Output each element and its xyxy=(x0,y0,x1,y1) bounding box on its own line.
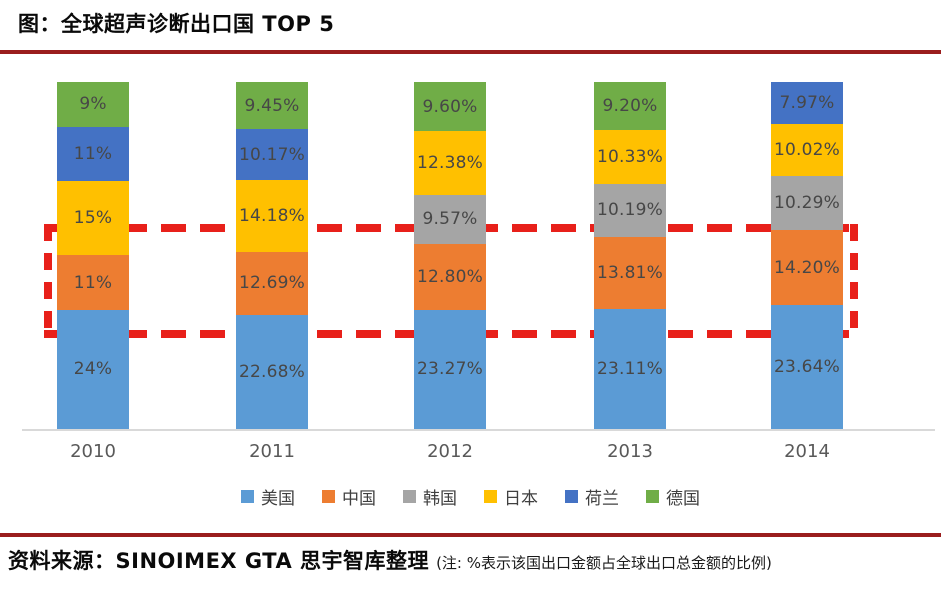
source-line: 资料来源：SINOIMEX GTA 思宇智库整理 (注: %表示该国出口金额占全… xyxy=(8,545,772,575)
bar-2010: 9% 11% 15% 11% 24% xyxy=(57,82,129,429)
segment-value-label: 7.97% xyxy=(779,92,835,113)
bar-segment-2013-美国: 23.11% xyxy=(594,308,666,429)
segment-value-label: 12.38% xyxy=(416,153,484,173)
legend-label: 美国 xyxy=(261,489,295,509)
bar-segment-2011-美国: 22.68% xyxy=(236,315,308,429)
bar-segment-2010-中国: 11% xyxy=(57,255,129,310)
segment-value-label: 22.68% xyxy=(238,362,306,383)
segment-value-label: 11% xyxy=(73,143,113,164)
legend-swatch-icon xyxy=(322,490,335,503)
segment-value-label: 9.45% xyxy=(244,95,300,116)
legend-label: 中国 xyxy=(342,489,376,509)
legend-item-韩国: 韩国 xyxy=(403,484,457,509)
bar-segment-2013-日本: 10.33% xyxy=(594,129,666,184)
source-text: 资料来源：SINOIMEX GTA 思宇智库整理 xyxy=(8,549,430,573)
bar-segment-2010-德国: 9% xyxy=(57,82,129,127)
bar-segment-2014-韩国: 10.29% xyxy=(771,176,843,231)
bar-segment-2010-日本: 15% xyxy=(57,181,129,256)
bar-segment-2014-中国: 14.20% xyxy=(771,230,843,305)
legend-swatch-icon xyxy=(646,490,659,503)
legend-item-德国: 德国 xyxy=(646,484,700,509)
x-axis-label-2012: 2012 xyxy=(427,441,473,462)
legend-item-日本: 日本 xyxy=(484,484,538,509)
legend-label: 荷兰 xyxy=(585,489,619,509)
bar-segment-2014-荷兰: 7.97% xyxy=(771,82,843,124)
bar-segment-2010-美国: 24% xyxy=(57,309,129,429)
segment-value-label: 12.69% xyxy=(238,273,306,294)
legend-item-美国: 美国 xyxy=(241,484,295,509)
bar-segment-2012-韩国: 9.57% xyxy=(414,194,486,244)
segment-value-label: 13.81% xyxy=(596,262,664,283)
bar-segment-2011-日本: 14.18% xyxy=(236,180,308,252)
bar-segment-2010-荷兰: 11% xyxy=(57,126,129,182)
chart-legend: 美国 中国 韩国 日本 荷兰 德国 xyxy=(0,484,941,509)
bar-segment-2014-美国: 23.64% xyxy=(771,304,843,429)
bar-segment-2013-韩国: 10.19% xyxy=(594,183,666,237)
dashed-box-left-edge xyxy=(44,224,52,338)
segment-value-label: 23.27% xyxy=(416,359,484,380)
segment-value-label: 9.57% xyxy=(422,209,478,230)
legend-label: 日本 xyxy=(504,489,538,509)
segment-value-label: 11% xyxy=(73,272,113,293)
x-axis-label-2011: 2011 xyxy=(249,441,295,462)
legend-swatch-icon xyxy=(241,490,254,503)
x-axis-line xyxy=(22,429,935,431)
segment-value-label: 14.20% xyxy=(773,257,841,278)
title-divider-line xyxy=(0,50,941,54)
segment-value-label: 10.19% xyxy=(596,200,664,221)
bar-segment-2012-中国: 12.80% xyxy=(414,243,486,310)
legend-swatch-icon xyxy=(484,490,497,503)
bar-segment-2012-日本: 12.38% xyxy=(414,131,486,195)
bar-segment-2013-中国: 13.81% xyxy=(594,236,666,309)
figure-title: 图：全球超声诊断出口国 TOP 5 xyxy=(18,12,335,36)
footer-divider-line xyxy=(0,533,941,537)
bar-2011: 9.45% 10.17% 14.18% 12.69% 22.68% xyxy=(236,82,308,429)
bar-segment-2014-日本: 10.02% xyxy=(771,123,843,177)
bar-segment-2011-中国: 12.69% xyxy=(236,251,308,316)
segment-value-label: 23.11% xyxy=(596,358,664,379)
bar-2013: 9.20% 10.33% 10.19% 13.81% 23.11% xyxy=(594,82,666,429)
dashed-box-right-edge xyxy=(850,224,858,338)
bar-2012: 9.60% 12.38% 9.57% 12.80% 23.27% xyxy=(414,82,486,429)
legend-label: 韩国 xyxy=(423,489,457,509)
segment-value-label: 10.33% xyxy=(596,146,664,167)
segment-value-label: 10.17% xyxy=(238,144,306,165)
x-axis-label-2013: 2013 xyxy=(607,441,653,462)
segment-value-label: 24% xyxy=(73,359,113,380)
x-axis-label-2010: 2010 xyxy=(70,441,116,462)
segment-value-label: 10.29% xyxy=(773,193,841,214)
bar-segment-2011-荷兰: 10.17% xyxy=(236,129,308,181)
legend-swatch-icon xyxy=(565,490,578,503)
legend-item-中国: 中国 xyxy=(322,484,376,509)
legend-label: 德国 xyxy=(666,489,700,509)
bar-segment-2013-德国: 9.20% xyxy=(594,82,666,130)
segment-value-label: 23.64% xyxy=(773,356,841,377)
segment-value-label: 9% xyxy=(79,94,107,115)
segment-value-label: 12.80% xyxy=(416,266,484,287)
segment-value-label: 14.18% xyxy=(238,205,306,226)
source-note: (注: %表示该国出口金额占全球出口总金额的比例) xyxy=(436,554,772,572)
segment-value-label: 9.20% xyxy=(602,95,658,116)
legend-item-荷兰: 荷兰 xyxy=(565,484,619,509)
bar-segment-2012-德国: 9.60% xyxy=(414,82,486,132)
bar-segment-2011-德国: 9.45% xyxy=(236,82,308,130)
legend-swatch-icon xyxy=(403,490,416,503)
x-axis-label-2014: 2014 xyxy=(784,441,830,462)
segment-value-label: 15% xyxy=(73,208,113,229)
bar-segment-2012-美国: 23.27% xyxy=(414,309,486,429)
bar-2014: 7.97% 10.02% 10.29% 14.20% 23.64% xyxy=(771,82,843,429)
segment-value-label: 10.02% xyxy=(773,140,841,161)
segment-value-label: 9.60% xyxy=(422,96,478,117)
